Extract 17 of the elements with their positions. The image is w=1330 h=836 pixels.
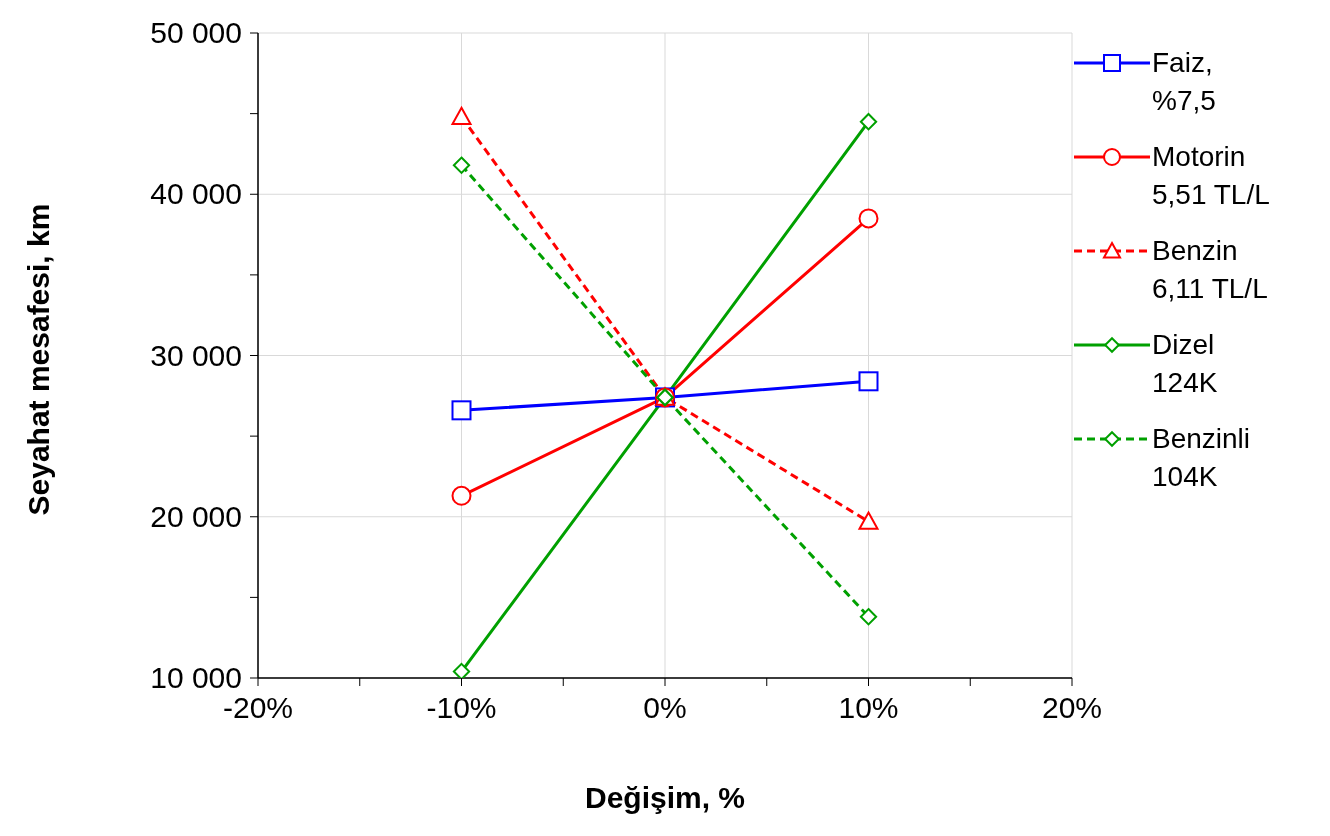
y-tick-label: 20 000 — [150, 499, 242, 533]
x-tick-label: 0% — [643, 691, 687, 724]
x-axis-title: Değişim, % — [584, 781, 746, 814]
x-tick-label: -10% — [426, 691, 497, 724]
y-tick-label: 30 000 — [150, 338, 242, 372]
x-tick-label: -20% — [222, 691, 294, 724]
legend-label: Motorin 5,51 TL/L — [1152, 140, 1271, 212]
y-tick-label: 50 000 — [150, 16, 242, 49]
y-tick-label: 10 000 — [150, 661, 242, 694]
x-tick-label: 10% — [838, 691, 899, 724]
y-tick-label: 40 000 — [150, 177, 242, 211]
legend-label: Benzin 6,11 TL/L — [1152, 234, 1269, 306]
y-axis-title: Seyahat mesafesi, km — [21, 203, 55, 516]
legend-label: Benzinli 104K — [1152, 422, 1252, 494]
legend-label: Dizel 124K — [1152, 328, 1219, 400]
x-tick-label: 20% — [1041, 691, 1103, 724]
legend-label: Faiz, %7,5 — [1152, 46, 1217, 118]
